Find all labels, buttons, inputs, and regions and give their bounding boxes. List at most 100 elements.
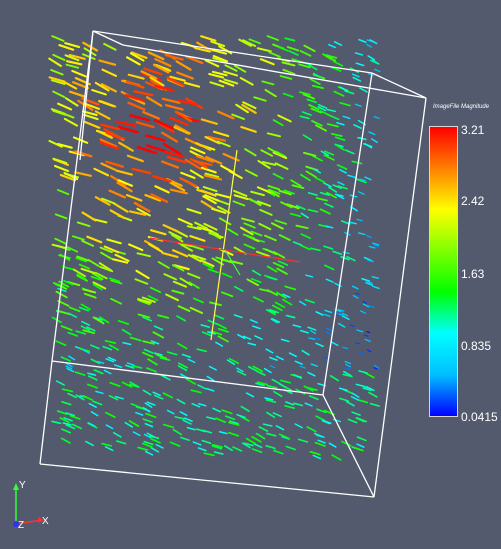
colorbar-tick-4: 0.835: [461, 339, 492, 353]
arrow-glyph: [117, 179, 134, 187]
arrow-glyph: [55, 380, 65, 386]
arrow-glyph: [215, 417, 227, 424]
y-axis-arrowhead: [13, 483, 19, 490]
arrow-glyph: [187, 358, 196, 364]
arrow-glyph: [72, 136, 89, 144]
arrow-glyph: [166, 155, 187, 164]
arrow-glyph: [201, 439, 212, 445]
arrow-glyph: [291, 184, 305, 189]
arrow-glyph: [137, 299, 151, 306]
arrow-glyph: [365, 280, 373, 284]
arrow-glyph: [303, 151, 317, 157]
arrow-glyph: [369, 39, 378, 45]
arrow-glyph: [338, 397, 350, 402]
arrow-glyph: [297, 438, 309, 443]
arrow-glyph: [354, 52, 364, 56]
bounding-box: [39, 30, 427, 498]
arrow-glyph: [233, 314, 243, 319]
arrow-glyph: [114, 253, 130, 262]
arrow-glyph: [267, 147, 280, 155]
arrow-glyph: [223, 445, 234, 452]
arrow-glyph: [228, 421, 240, 426]
arrow-glyph: [254, 335, 263, 340]
arrow-glyph: [255, 432, 266, 440]
arrow-glyph: [103, 245, 120, 254]
arrow-glyph: [310, 107, 323, 114]
arrow-glyph: [325, 225, 334, 229]
arrow-glyph: [361, 278, 370, 282]
arrow-glyph: [247, 342, 257, 346]
arrow-glyph: [116, 181, 133, 193]
arrow-glyph: [309, 78, 321, 86]
arrow-glyph: [324, 309, 333, 314]
arrow-glyph: [368, 305, 375, 309]
arrow-glyph: [142, 316, 153, 322]
arrow-glyph: [211, 48, 228, 55]
arrow-glyph: [251, 448, 263, 454]
arrow-glyph: [356, 436, 367, 442]
arrow-glyph: [252, 325, 261, 330]
arrow-glyph: [147, 294, 159, 302]
arrow-glyph: [271, 317, 281, 324]
arrow-glyph: [152, 174, 172, 183]
arrow-glyph: [204, 59, 220, 68]
arrow-glyph: [142, 389, 152, 396]
arrow-glyph: [180, 171, 196, 179]
arrow-glyph: [359, 310, 367, 314]
arrow-glyph: [259, 288, 272, 293]
arrow-glyph: [356, 329, 364, 333]
arrow-glyph: [137, 446, 149, 451]
arrow-glyph: [330, 132, 343, 137]
arrow-glyph: [338, 308, 345, 312]
arrow-glyph: [315, 311, 324, 316]
arrow-glyph: [149, 229, 167, 236]
arrow-glyph: [250, 278, 262, 284]
arrow-glyph: [63, 279, 74, 286]
x-axis-line: [15, 519, 43, 525]
arrow-glyph: [56, 410, 68, 415]
arrow-glyph: [107, 356, 117, 362]
arrow-glyph: [169, 116, 189, 127]
arrow-glyph: [145, 412, 157, 418]
arrow-glyph: [213, 451, 224, 455]
arrow-glyph: [267, 276, 278, 281]
arrow-glyph: [63, 417, 73, 422]
arrow-glyph: [371, 276, 380, 279]
arrow-glyph: [196, 188, 214, 196]
arrow-glyph: [341, 312, 349, 317]
arrow-glyph: [217, 335, 229, 343]
arrow-glyph: [205, 156, 223, 165]
arrow-glyph: [236, 370, 247, 376]
arrow-glyph: [300, 233, 312, 239]
arrow-glyph: [368, 245, 376, 249]
arrow-glyph: [192, 297, 204, 304]
arrow-glyph: [245, 437, 257, 445]
arrow-glyph: [345, 363, 352, 368]
arrow-glyph: [105, 411, 116, 419]
arrow-glyph: [114, 395, 124, 400]
arrow-glyph: [87, 375, 98, 381]
arrow-glyph: [228, 170, 243, 180]
arrow-glyph: [264, 234, 277, 242]
arrow-glyph: [68, 306, 81, 313]
arrow-glyph: [364, 142, 373, 149]
arrow-glyph: [285, 401, 295, 406]
arrow-glyph: [200, 118, 218, 125]
colorbar-tick-min: 0.0415: [461, 410, 498, 424]
y-axis-label: Y: [19, 480, 26, 491]
arrow-glyph: [280, 338, 290, 343]
arrow-glyph: [279, 75, 293, 80]
arrow-glyph: [304, 402, 313, 407]
arrow-glyph: [148, 243, 163, 253]
arrow-glyph: [276, 291, 287, 299]
arrow-glyph: [56, 188, 70, 196]
arrow-glyph: [200, 35, 217, 42]
arrow-glyph: [164, 104, 184, 111]
arrow-glyph: [242, 233, 256, 240]
arrow-glyph: [294, 423, 303, 429]
arrow-glyph: [146, 401, 156, 406]
arrow-glyph: [194, 221, 209, 230]
arrow-glyph: [278, 234, 291, 241]
